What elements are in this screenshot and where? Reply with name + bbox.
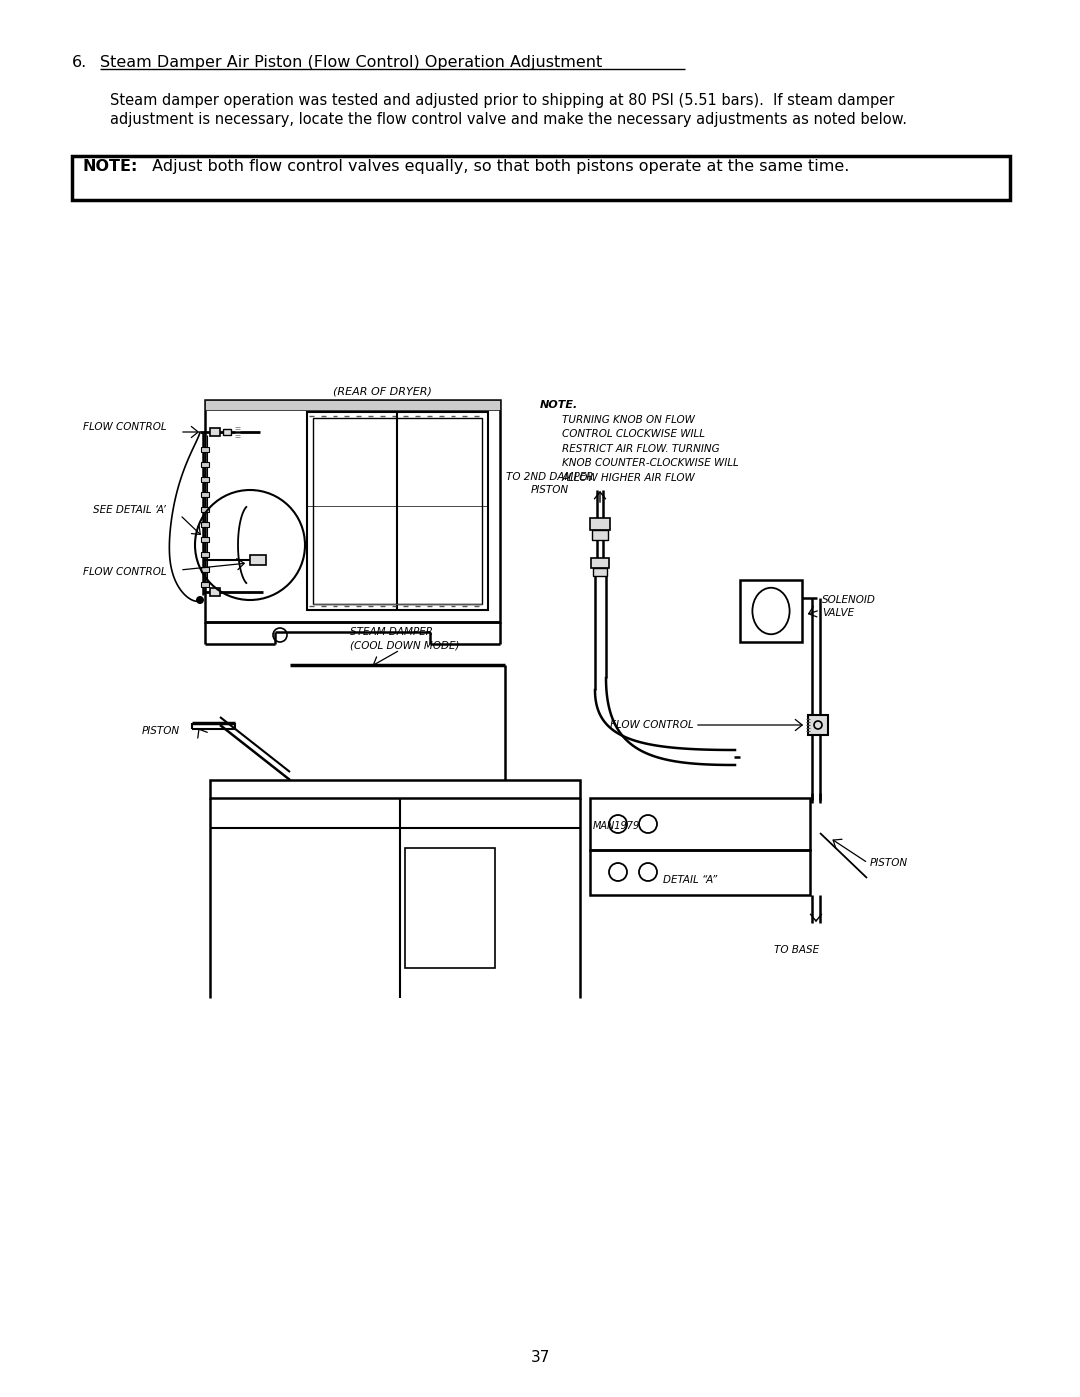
Text: Adjust both flow control valves equally, so that both pistons operate at the sam: Adjust both flow control valves equally,…	[147, 159, 849, 175]
Text: SOLENOID
VALVE: SOLENOID VALVE	[822, 595, 876, 619]
Bar	[201, 462, 210, 467]
Bar	[205, 400, 500, 622]
Bar	[201, 522, 210, 527]
Bar	[592, 529, 608, 541]
Text: TO BASE: TO BASE	[774, 944, 820, 956]
Bar	[72, 156, 1010, 200]
Bar	[201, 476, 210, 482]
Text: Steam damper operation was tested and adjusted prior to shipping at 80 PSI (5.51: Steam damper operation was tested and ad…	[110, 94, 894, 108]
Bar	[201, 447, 210, 453]
Circle shape	[195, 597, 204, 604]
Bar	[590, 798, 810, 849]
Text: (REAR OF DRYER): (REAR OF DRYER)	[333, 386, 431, 395]
Bar	[201, 492, 210, 497]
Text: NOTE:: NOTE:	[82, 159, 137, 175]
Bar	[740, 580, 802, 643]
Bar	[201, 507, 210, 511]
Bar	[313, 418, 482, 604]
Text: FLOW CONTROL: FLOW CONTROL	[83, 567, 166, 577]
Bar	[210, 780, 580, 798]
Bar	[222, 429, 231, 434]
Bar	[405, 848, 495, 968]
Text: NOTE.: NOTE.	[540, 400, 578, 409]
Bar	[201, 583, 210, 587]
Bar	[590, 518, 610, 529]
Bar	[210, 427, 220, 436]
Bar	[201, 536, 210, 542]
Text: FLOW CONTROL: FLOW CONTROL	[83, 422, 166, 432]
Bar	[593, 569, 607, 576]
Text: STEAM DAMPER
(COOL DOWN MODE): STEAM DAMPER (COOL DOWN MODE)	[350, 627, 459, 650]
Bar	[307, 412, 488, 610]
Bar	[249, 555, 266, 564]
Bar	[590, 849, 810, 895]
Text: TURNING KNOB ON FLOW
CONTROL CLOCKWISE WILL
RESTRICT AIR FLOW. TURNING
KNOB COUN: TURNING KNOB ON FLOW CONTROL CLOCKWISE W…	[562, 415, 739, 482]
Text: 6.: 6.	[72, 54, 87, 70]
Bar	[591, 557, 609, 569]
Bar	[201, 552, 210, 557]
Text: Steam Damper Air Piston (Flow Control) Operation Adjustment: Steam Damper Air Piston (Flow Control) O…	[100, 54, 603, 70]
Text: 37: 37	[530, 1351, 550, 1365]
Text: adjustment is necessary, locate the flow control valve and make the necessary ad: adjustment is necessary, locate the flow…	[110, 112, 907, 127]
Text: FLOW CONTROL: FLOW CONTROL	[610, 719, 693, 731]
Text: PISTON: PISTON	[870, 858, 908, 868]
Bar	[210, 588, 220, 597]
Text: MAN1979: MAN1979	[593, 821, 640, 831]
Text: SEE DETAIL ‘A’: SEE DETAIL ‘A’	[93, 504, 166, 515]
Text: PISTON: PISTON	[141, 726, 180, 736]
Bar	[808, 715, 828, 735]
Bar	[205, 400, 500, 409]
Text: TO 2ND DAMPER
PISTON: TO 2ND DAMPER PISTON	[507, 472, 594, 495]
Bar	[201, 567, 210, 571]
Text: DETAIL “A”: DETAIL “A”	[663, 875, 717, 886]
